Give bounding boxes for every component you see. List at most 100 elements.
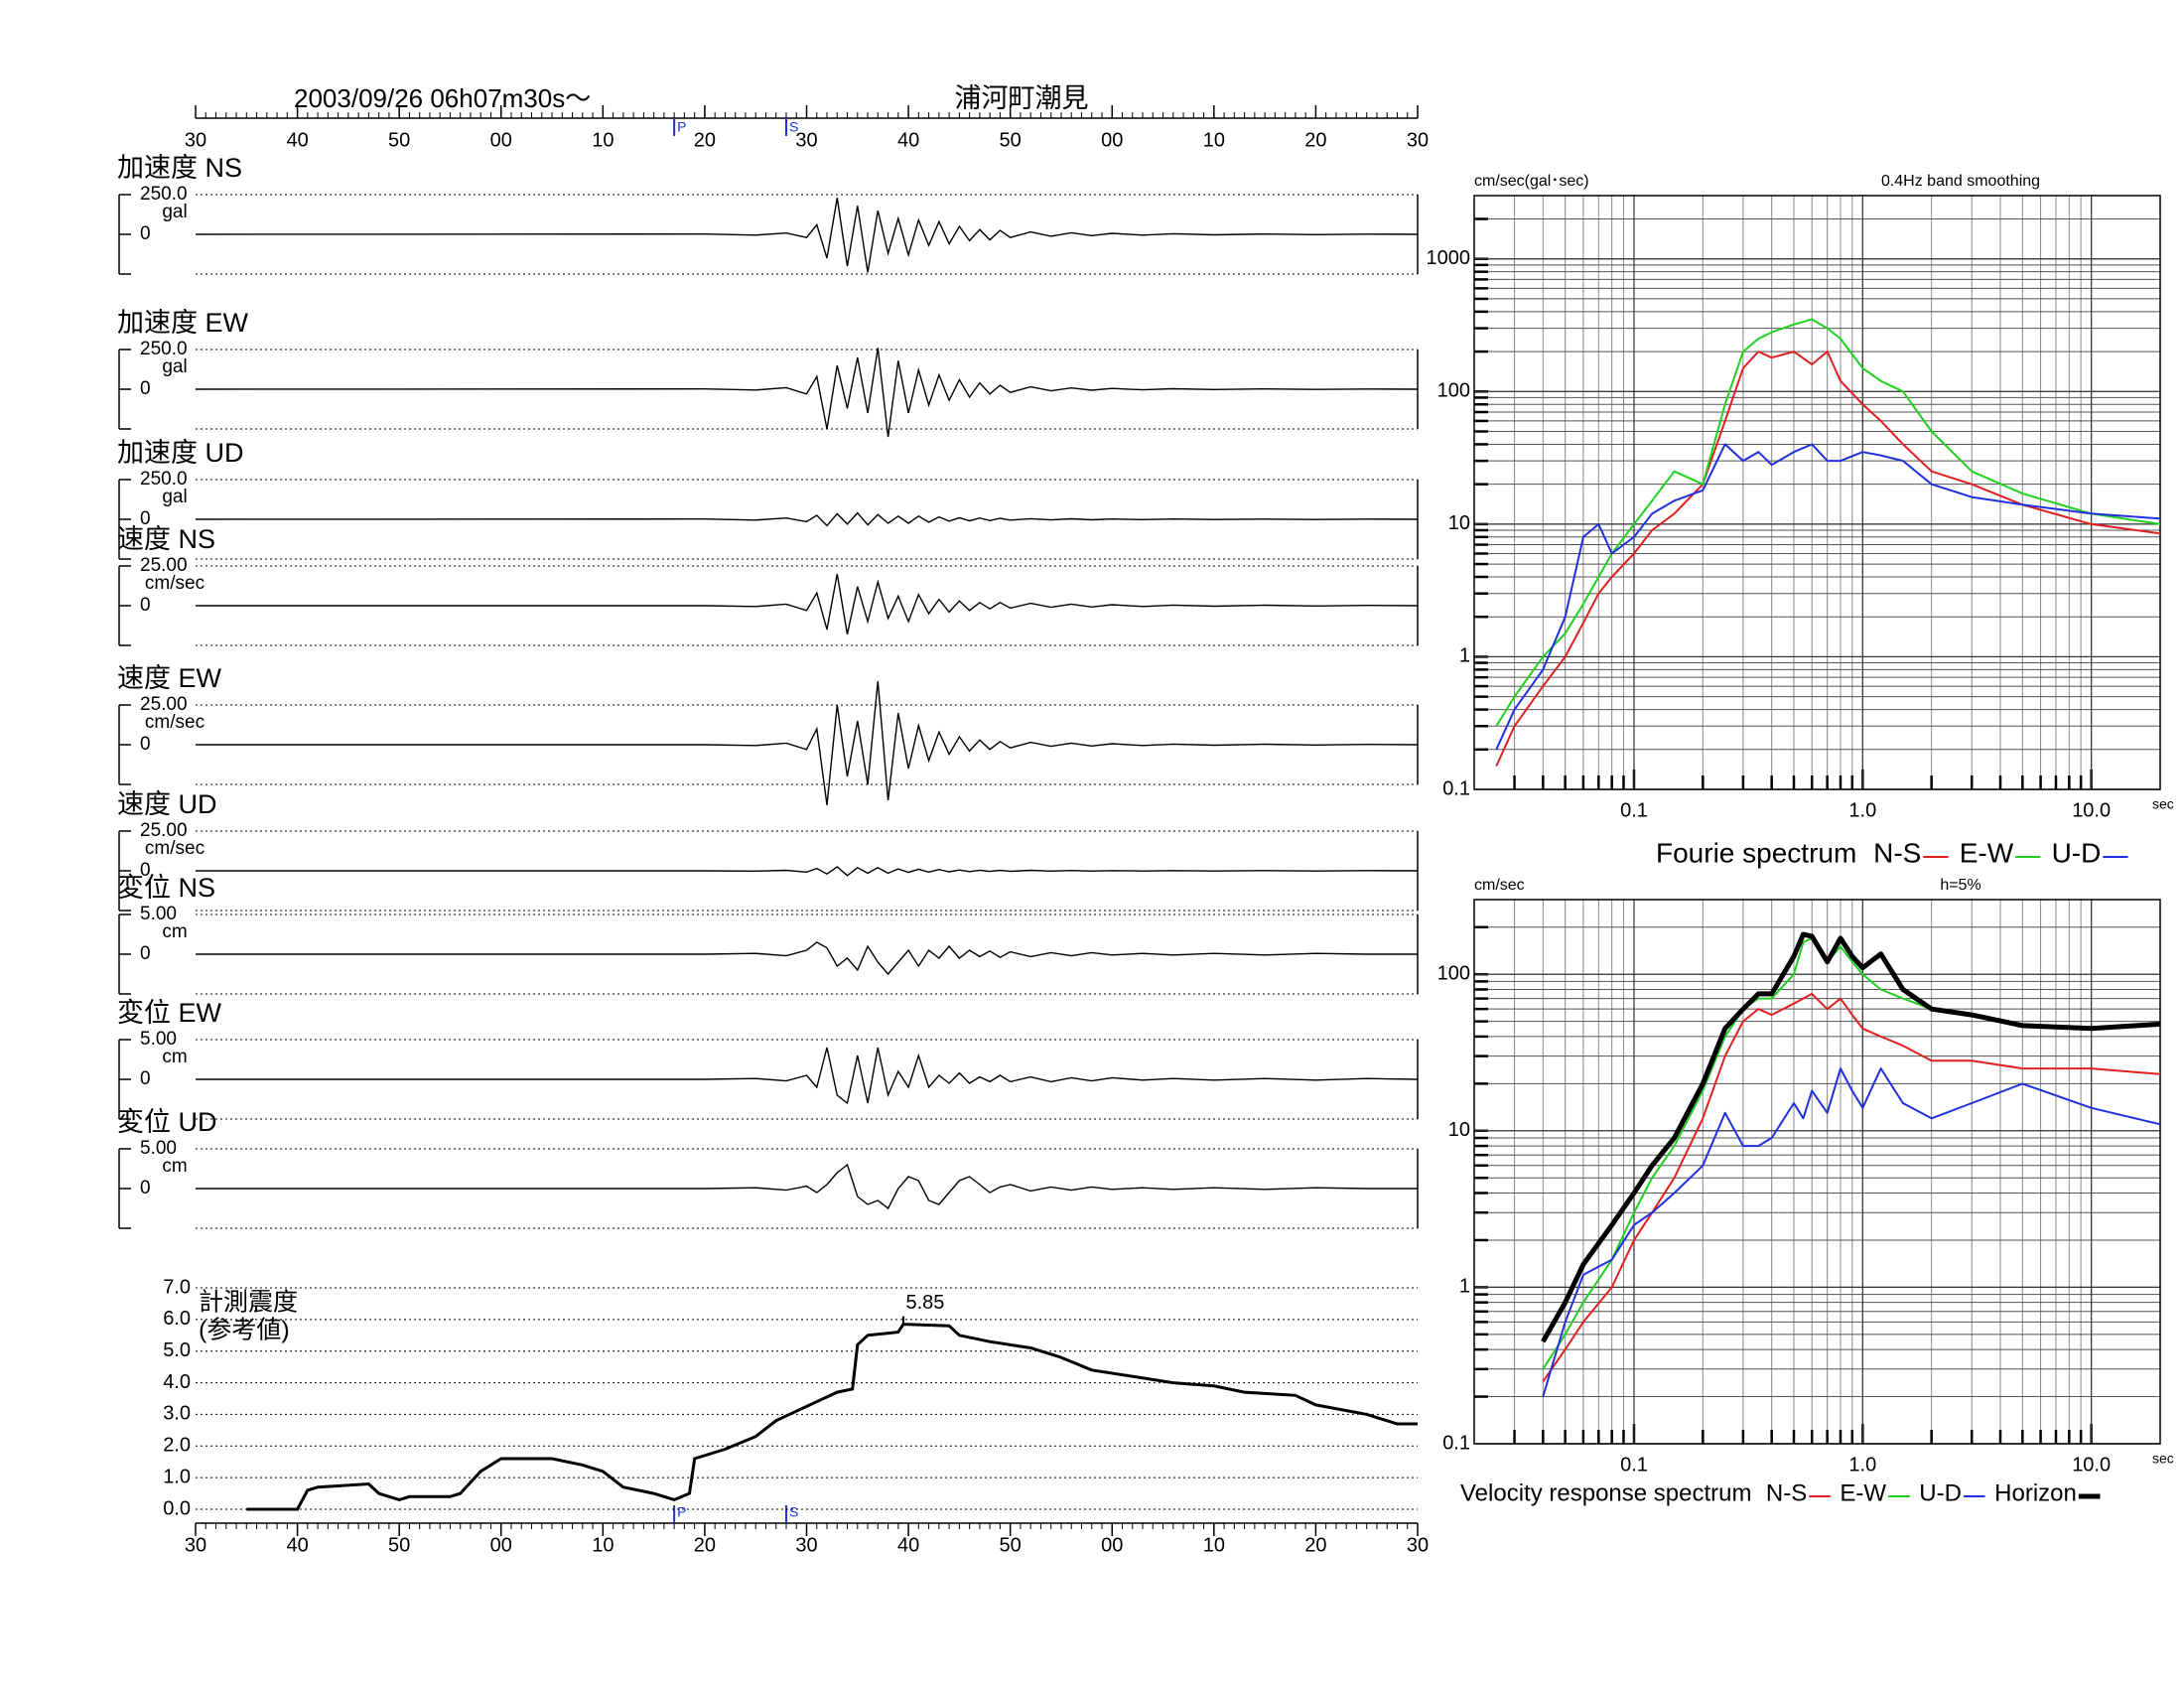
x-tick-label: 10 [1203, 1534, 1225, 1556]
x-tick-label: 00 [1101, 1534, 1123, 1556]
note-label: h=5% [1940, 877, 1980, 894]
y-unit-label: cm/sec [1474, 877, 1525, 894]
y-tick-label: 5.00 [140, 1029, 177, 1050]
x-tick-label: 50 [1000, 129, 1022, 151]
y-tick-label: 3.0 [163, 1403, 191, 1425]
x-tick-label: 1.0 [1848, 799, 1876, 821]
y-tick-label: 5.00 [140, 1138, 177, 1159]
x-tick-label: 10 [1203, 129, 1225, 151]
unit-label: gal [162, 356, 187, 377]
y-tick-label: 25.00 [140, 555, 188, 576]
x-unit-label: sec [2152, 1451, 2174, 1467]
phase-label: P [677, 1504, 686, 1520]
y-tick-label: 25.00 [140, 694, 188, 715]
x-tick-label: 10.0 [2072, 1454, 2111, 1476]
unit-label: cm [162, 921, 187, 942]
x-tick-label: 40 [286, 129, 308, 151]
waveform-trace [195, 348, 1419, 438]
x-tick-label: 50 [388, 1534, 410, 1556]
x-tick-label: 40 [897, 129, 919, 151]
plot-frame [1473, 899, 2161, 1445]
spectrum-line [1495, 318, 2161, 727]
unit-label: cm/sec [145, 838, 205, 859]
phase-label: P [677, 119, 686, 135]
plot-frame [1473, 195, 2161, 790]
y-tick-label: 100 [1437, 962, 1470, 984]
y-tick-label: 0 [140, 508, 151, 529]
legend-label: U-D [1919, 1479, 1962, 1506]
trace-name: 変位 EW [117, 998, 222, 1028]
y-tick-label: 1 [1459, 645, 1470, 667]
trace-name: 加速度 NS [117, 153, 242, 183]
x-tick-label: 20 [1304, 1534, 1326, 1556]
waveform-trace [196, 680, 1419, 805]
phase-label: S [789, 119, 798, 135]
y-tick-label: 1 [1459, 1276, 1470, 1298]
x-tick-label: 30 [1407, 1534, 1429, 1556]
y-tick-label: 0 [140, 734, 151, 755]
y-tick-label: 0 [140, 860, 151, 881]
y-tick-label: 5.00 [140, 904, 177, 924]
y-tick-label: 0 [140, 595, 151, 616]
y-unit-label: cm/sec(gal･sec) [1474, 173, 1589, 190]
y-tick-label: 4.0 [163, 1371, 191, 1393]
x-unit-label: sec [2152, 796, 2174, 812]
legend-label: U-D [2052, 837, 2102, 868]
trace-name: 加速度 EW [117, 308, 249, 338]
y-tick-label: 5.0 [163, 1339, 191, 1361]
spectrum-line [1495, 351, 2161, 767]
spectrum-line [1542, 992, 2161, 1382]
y-tick-label: 0 [140, 223, 151, 244]
y-tick-label: 6.0 [163, 1308, 191, 1330]
trace-name: 速度 NS [117, 524, 215, 554]
x-tick-label: 00 [490, 1534, 512, 1556]
legend-title: Fourie spectrum [1656, 837, 1856, 868]
waveform-trace [196, 866, 1419, 877]
x-tick-label: 30 [1407, 129, 1429, 151]
waveform-trace [196, 573, 1419, 634]
waveform-trace [196, 1163, 1418, 1210]
legend-label: E-W [1960, 837, 2014, 868]
x-tick-label: 40 [897, 1534, 919, 1556]
y-tick-label: 7.0 [163, 1276, 191, 1298]
note-label: 0.4Hz band smoothing [1881, 173, 2040, 190]
legend-title: Velocity response spectrum [1460, 1479, 1751, 1506]
waveform-trace [196, 941, 1418, 976]
trace-name: 変位 UD [117, 1107, 217, 1137]
y-tick-label: 250.0 [140, 184, 188, 205]
x-tick-label: 30 [795, 129, 817, 151]
x-tick-label: 0.1 [1620, 799, 1648, 821]
y-tick-label: 100 [1437, 380, 1470, 402]
intensity-label: 計測震度 [199, 1289, 298, 1317]
y-tick-label: 10 [1448, 512, 1470, 534]
x-tick-label: 30 [795, 1534, 817, 1556]
x-tick-label: 50 [388, 129, 410, 151]
legend-label: N-S [1766, 1479, 1807, 1506]
trace-name: 速度 UD [117, 789, 217, 819]
unit-label: gal [162, 202, 187, 222]
x-tick-label: 50 [1000, 1534, 1022, 1556]
x-tick-label: 0.1 [1620, 1454, 1648, 1476]
y-tick-label: 0 [140, 378, 151, 399]
intensity-line [246, 1323, 1418, 1511]
x-tick-label: 10.0 [2072, 799, 2111, 821]
record-title: 2003/09/26 06h07m30s〜 [294, 83, 591, 113]
y-tick-label: 250.0 [140, 339, 188, 359]
x-tick-label: 10 [592, 1534, 614, 1556]
x-tick-label: 30 [185, 129, 206, 151]
spectrum-line [1542, 936, 2161, 1370]
trace-name: 変位 NS [117, 873, 215, 903]
unit-label: gal [162, 487, 187, 507]
phase-label: S [789, 1504, 798, 1520]
y-tick-label: 0.1 [1442, 1432, 1470, 1454]
x-tick-label: 30 [185, 1534, 206, 1556]
x-tick-label: 20 [1304, 129, 1326, 151]
y-tick-label: 1.0 [163, 1466, 191, 1487]
x-tick-label: 20 [694, 129, 716, 151]
peak-label: 5.85 [905, 1292, 944, 1314]
legend-label: E-W [1840, 1479, 1886, 1506]
waveform-trace [196, 1047, 1419, 1105]
unit-label: cm [162, 1047, 187, 1067]
